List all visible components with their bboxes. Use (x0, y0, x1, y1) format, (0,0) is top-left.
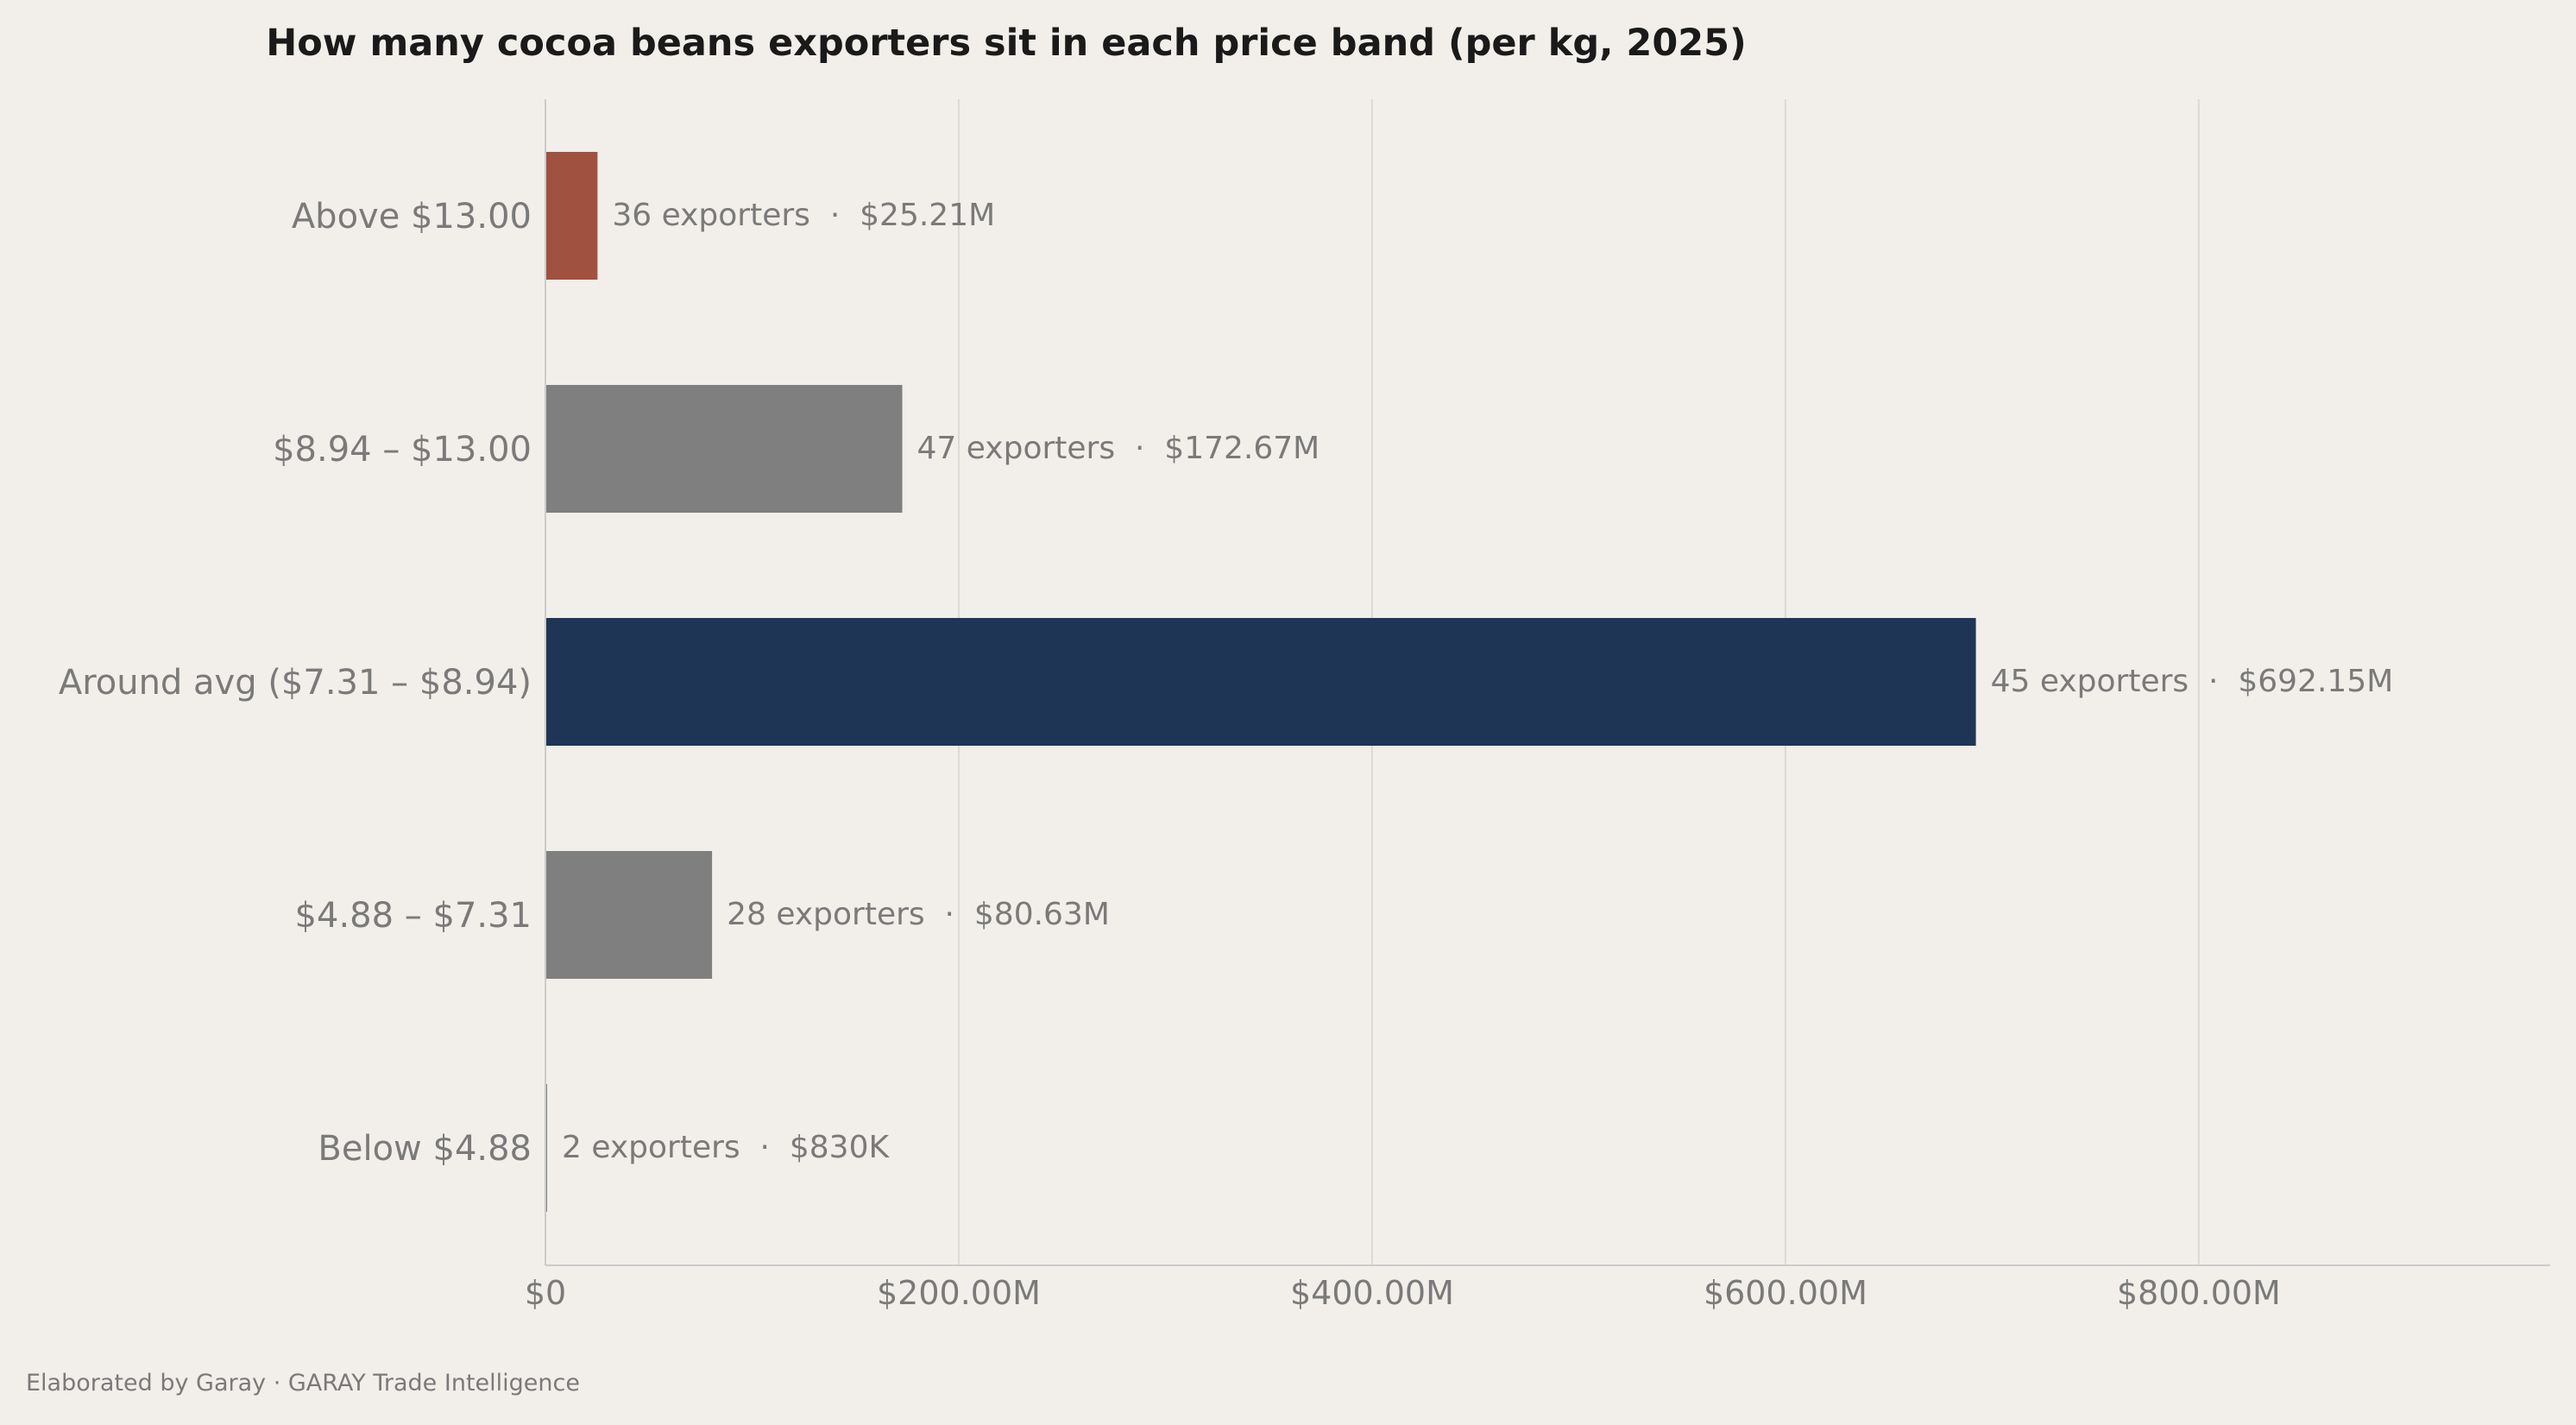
category-label: Above $13.00 (292, 197, 532, 236)
x-tick-label: $600.00M (1704, 1274, 1867, 1312)
x-tick-label: $0 (525, 1274, 566, 1312)
bars (545, 152, 1976, 1212)
category-label: $8.94 – $13.00 (273, 430, 532, 470)
data-label: 47 exporters · $172.67M (917, 431, 1320, 466)
category-label: Below $4.88 (318, 1129, 532, 1169)
chart-title: How many cocoa beans exporters sit in ea… (266, 22, 1747, 65)
x-tick-label: $200.00M (877, 1274, 1041, 1312)
data-label: 45 exporters · $692.15M (1991, 664, 2394, 699)
labels: $0 $200.00M $400.00M $600.00M $800.00M Above … (59, 197, 2393, 1312)
data-label: 2 exporters · $830K (562, 1130, 891, 1165)
x-tick-label: $800.00M (2117, 1274, 2281, 1312)
category-label: Around avg ($7.31 – $8.94) (59, 663, 532, 703)
category-label: $4.88 – $7.31 (295, 896, 532, 936)
axes (545, 99, 2550, 1266)
bar (545, 152, 598, 280)
x-tick-label: $400.00M (1290, 1274, 1454, 1312)
bar (545, 618, 1976, 746)
bar (545, 851, 713, 979)
data-label: 28 exporters · $80.63M (727, 897, 1110, 932)
data-label: 36 exporters · $25.21M (612, 198, 995, 233)
bar (545, 385, 903, 513)
footer-credit: Elaborated by Garay · GARAY Trade Intell… (26, 1370, 580, 1397)
